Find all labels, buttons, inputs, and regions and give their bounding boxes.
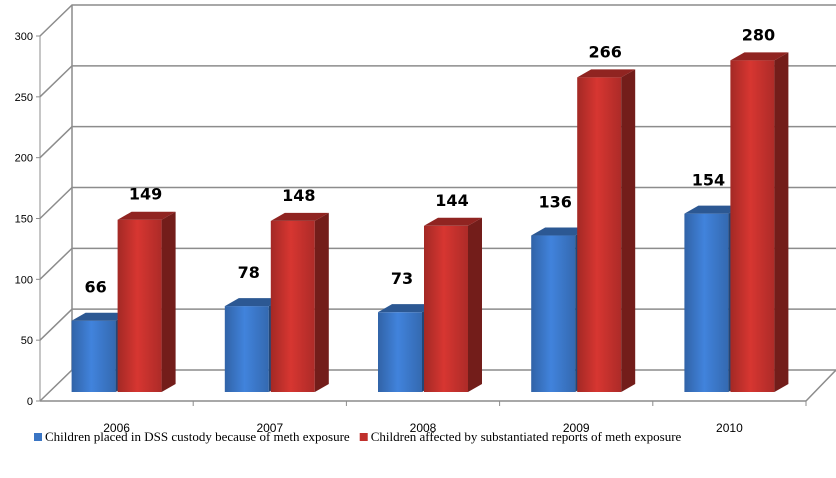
bar-top-face [424,217,482,226]
y-tick-label: 150 [15,214,33,226]
bar-side-face [621,69,636,392]
x-tick-label: 2006 [103,421,130,435]
data-label: 154 [692,171,725,190]
y-tick-label: 50 [21,335,33,347]
floor-right-edge [805,369,836,402]
bar-front-face [270,220,315,392]
legend: Children placed in DSS custody because o… [34,429,682,444]
bar-front-face [378,312,422,392]
data-label: 148 [282,186,315,205]
bar-front-face [577,77,622,392]
data-label: 78 [238,263,260,282]
data-label: 266 [588,42,621,61]
y-axis: 0 50 100 150 200 250 300 [15,31,40,408]
data-label: 144 [435,191,468,210]
bar-front-face [71,320,116,392]
bar-front-face [224,306,269,392]
bar-top-face [730,52,789,61]
y-tick-label: 300 [15,31,33,43]
legend-swatch [359,433,368,441]
y-tick-label: 0 [27,396,33,408]
legend-swatch [34,433,42,441]
data-label: 149 [129,185,162,204]
legend-label: Children affected by substantiated repor… [371,429,682,444]
bar-top-face [577,69,636,78]
data-label: 73 [391,269,413,288]
bar [577,69,636,392]
y-tick-label: 200 [15,153,33,165]
bar-top-face [224,298,283,307]
gridline [39,65,836,98]
bar-top-face [378,304,436,313]
bar [424,217,482,392]
bar-side-face [774,52,789,392]
bar-side-face [314,212,329,392]
bar-top-face [270,212,329,221]
bar-front-face [424,225,468,392]
x-tick-label: 2007 [256,421,283,435]
data-label: 280 [742,25,775,44]
x-axis: 2006 2007 2008 2009 2010 [40,369,836,435]
bar [270,212,329,392]
bars [71,52,789,392]
gridline [39,125,836,159]
x-tick-label: 2008 [410,421,437,435]
bar-top-face [117,211,176,220]
bar-side-face [468,217,482,392]
bar-top-face [684,205,743,214]
bar-front-face [117,219,162,392]
legend-label: Children placed in DSS custody because o… [45,429,350,444]
x-tick-label: 2010 [716,421,743,435]
data-labels: 66 78 73 136 154 149 148 144 266 280 [84,25,775,296]
bar-top-face [71,312,130,321]
y-tick-label: 250 [15,92,33,104]
bar [730,52,789,392]
bar-side-face [161,211,176,392]
bar-top-face [531,227,590,236]
bar-front-face [531,235,576,392]
bar-front-face [684,213,729,392]
gridlines [39,4,836,402]
bar [117,211,176,392]
data-label: 66 [84,278,106,297]
data-label: 136 [538,193,571,212]
bar-front-face [730,60,775,392]
y-tick-label: 100 [15,274,33,286]
gridline [39,4,836,37]
x-tick-label: 2009 [563,421,590,435]
